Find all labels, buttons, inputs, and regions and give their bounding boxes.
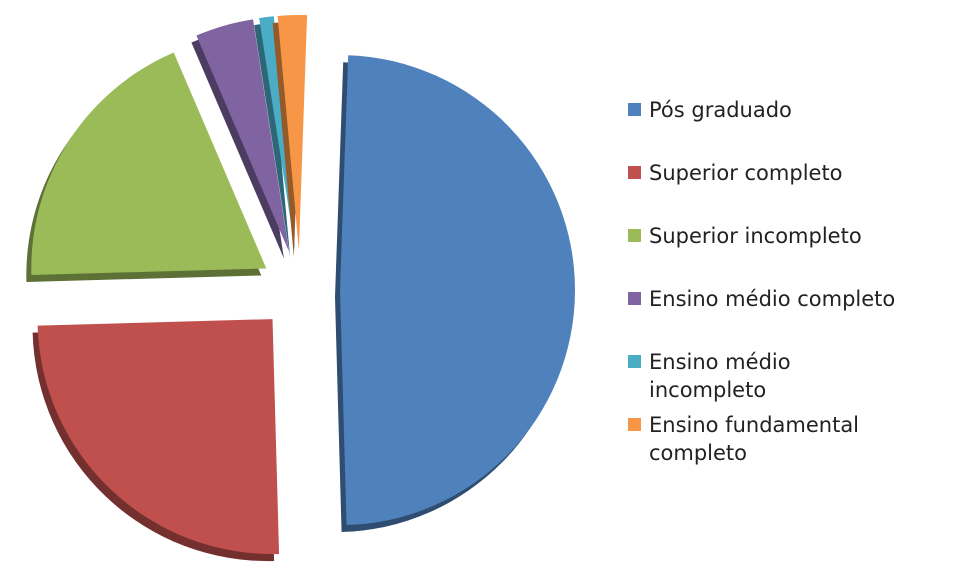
legend-item: Pós graduado [628, 96, 958, 159]
legend-item: Ensino fundamental completo [628, 411, 958, 474]
legend-swatch [628, 355, 641, 368]
legend-label: Superior completo [649, 161, 843, 185]
legend-swatch [628, 418, 641, 431]
legend-label: Superior incompleto [649, 224, 862, 248]
slice [339, 55, 575, 526]
legend-swatch [628, 229, 641, 242]
legend: Pós graduado Superior completo Superior in… [628, 96, 958, 474]
slice [277, 15, 308, 251]
slice [31, 52, 267, 276]
slice [196, 19, 289, 252]
legend-label: Ensino médio completo [649, 287, 896, 311]
legend-item: Superior incompleto [628, 222, 958, 285]
legend-item: Superior completo [628, 159, 958, 222]
legend-label: Ensino médio incompleto [649, 350, 791, 402]
slice [259, 16, 296, 251]
slice [37, 319, 280, 555]
legend-item: Ensino médio completo [628, 285, 958, 348]
legend-item: Ensino médio incompleto [628, 348, 958, 411]
legend-swatch [628, 166, 641, 179]
legend-label: Ensino fundamental completo [649, 413, 860, 465]
legend-label: Pós graduado [649, 98, 792, 122]
slice-depth [191, 26, 284, 259]
legend-swatch [628, 292, 641, 305]
legend-swatch [628, 103, 641, 116]
slice-depth [254, 23, 291, 258]
